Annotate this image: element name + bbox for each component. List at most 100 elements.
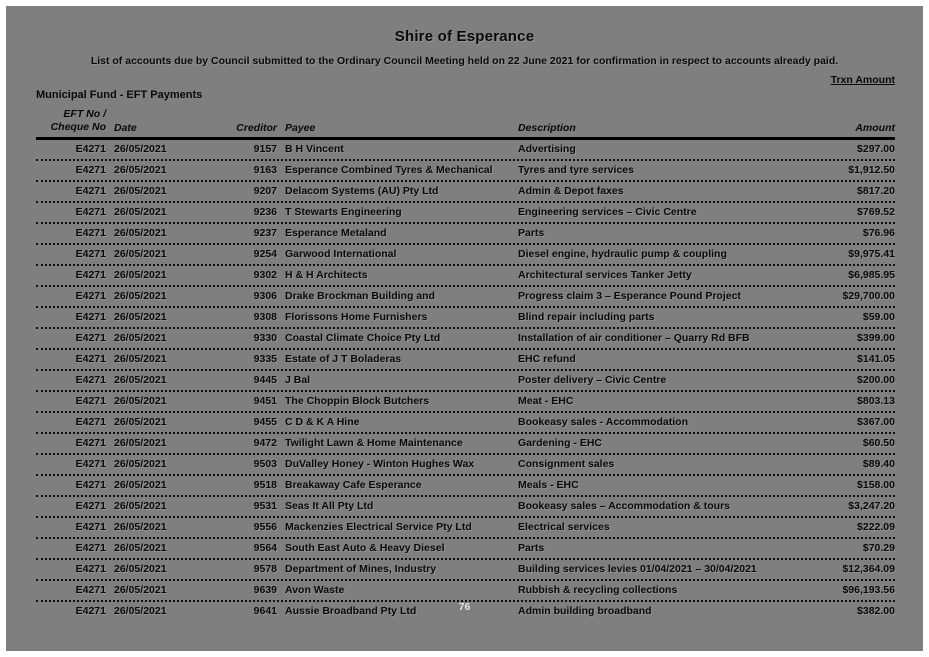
cell-payee: Avon Waste <box>285 584 345 597</box>
table-row: E4271 26/05/2021 9564 South East Auto & … <box>36 539 895 561</box>
cell-eft-no: E4271 <box>75 206 106 219</box>
cell-amount: $1,912.50 <box>848 164 895 177</box>
cell-creditor: 9503 <box>253 458 277 471</box>
cell-description: Poster delivery – Civic Centre <box>518 374 667 387</box>
cell-date: 26/05/2021 <box>114 227 167 240</box>
cell-creditor: 9564 <box>253 542 277 555</box>
trxn-amount-label: Trxn Amount <box>830 74 895 86</box>
column-header-creditor: Creditor <box>236 122 277 135</box>
cell-creditor: 9236 <box>253 206 277 219</box>
cell-date: 26/05/2021 <box>114 500 167 513</box>
cell-date: 26/05/2021 <box>114 458 167 471</box>
cell-eft-no: E4271 <box>75 479 106 492</box>
table-row: E4271 26/05/2021 9302 H & H Architects A… <box>36 266 895 288</box>
cell-description: Building services levies 01/04/2021 – 30… <box>518 563 757 576</box>
payments-table: EFT No / Cheque No Date Creditor Payee D… <box>36 108 895 621</box>
cell-amount: $89.40 <box>862 458 895 471</box>
cell-creditor: 9302 <box>253 269 277 282</box>
cell-date: 26/05/2021 <box>114 563 167 576</box>
cell-date: 26/05/2021 <box>114 605 167 618</box>
table-row: E4271 26/05/2021 9451 The Choppin Block … <box>36 392 895 414</box>
cell-description: Bookeasy sales - Accommodation <box>518 416 688 429</box>
cell-amount: $29,700.00 <box>842 290 895 303</box>
cell-eft-no: E4271 <box>75 416 106 429</box>
cell-description: EHC refund <box>518 353 576 366</box>
cell-creditor: 9556 <box>253 521 277 534</box>
cell-amount: $3,247.20 <box>848 500 895 513</box>
cell-eft-no: E4271 <box>75 605 106 618</box>
table-row: E4271 26/05/2021 9335 Estate of J T Bola… <box>36 350 895 372</box>
table-row: E4271 26/05/2021 9237 Esperance Metaland… <box>36 224 895 246</box>
cell-amount: $158.00 <box>857 479 895 492</box>
cell-date: 26/05/2021 <box>114 479 167 492</box>
cell-amount: $12,364.09 <box>842 563 895 576</box>
cell-description: Tyres and tyre services <box>518 164 634 177</box>
cell-date: 26/05/2021 <box>114 353 167 366</box>
cell-amount: $9,975.41 <box>848 248 895 261</box>
cell-eft-no: E4271 <box>75 143 106 156</box>
cell-description: Gardening - EHC <box>518 437 603 450</box>
table-row: E4271 26/05/2021 9639 Avon Waste Rubbish… <box>36 581 895 603</box>
cell-date: 26/05/2021 <box>114 290 167 303</box>
cell-date: 26/05/2021 <box>114 143 167 156</box>
cell-amount: $96,193.56 <box>842 584 895 597</box>
table-row: E4271 26/05/2021 9157 B H Vincent Advert… <box>36 140 895 162</box>
cell-description: Parts <box>518 227 545 240</box>
cell-description: Consignment sales <box>518 458 615 471</box>
cell-amount: $367.00 <box>857 416 895 429</box>
cell-creditor: 9237 <box>253 227 277 240</box>
cell-payee: B H Vincent <box>285 143 344 156</box>
cell-creditor: 9445 <box>253 374 277 387</box>
cell-payee: Breakaway Cafe Esperance <box>285 479 422 492</box>
cell-creditor: 9335 <box>253 353 277 366</box>
cell-date: 26/05/2021 <box>114 332 167 345</box>
cell-eft-no: E4271 <box>75 500 106 513</box>
cell-description: Parts <box>518 542 545 555</box>
cell-eft-no: E4271 <box>75 584 106 597</box>
table-row: E4271 26/05/2021 9641 Aussie Broadband P… <box>36 602 895 621</box>
cell-date: 26/05/2021 <box>114 437 167 450</box>
table-row: E4271 26/05/2021 9254 Garwood Internatio… <box>36 245 895 267</box>
cell-eft-no: E4271 <box>75 269 106 282</box>
cell-creditor: 9639 <box>253 584 277 597</box>
cell-creditor: 9531 <box>253 500 277 513</box>
cell-creditor: 9451 <box>253 395 277 408</box>
cell-description: Admin building broadband <box>518 605 652 618</box>
page-title: Shire of Esperance <box>394 28 535 45</box>
table-row: E4271 26/05/2021 9556 Mackenzies Electri… <box>36 518 895 540</box>
cell-payee: Mackenzies Electrical Service Pty Ltd <box>285 521 472 534</box>
cell-eft-no: E4271 <box>75 164 106 177</box>
cell-amount: $222.09 <box>857 521 895 534</box>
cell-description: Diesel engine, hydraulic pump & coupling <box>518 248 727 261</box>
cell-amount: $70.29 <box>862 542 895 555</box>
column-header-date: Date <box>114 122 137 135</box>
cell-amount: $60.50 <box>862 437 895 450</box>
cell-amount: $200.00 <box>857 374 895 387</box>
cell-creditor: 9157 <box>253 143 277 156</box>
cell-amount: $769.52 <box>857 206 895 219</box>
cell-description: Electrical services <box>518 521 610 534</box>
cell-creditor: 9308 <box>253 311 277 324</box>
table-row: E4271 26/05/2021 9308 Florissons Home Fu… <box>36 308 895 330</box>
cell-creditor: 9641 <box>253 605 277 618</box>
table-header-row: EFT No / Cheque No Date Creditor Payee D… <box>36 108 895 141</box>
cell-eft-no: E4271 <box>75 311 106 324</box>
cell-payee: Department of Mines, Industry <box>285 563 437 576</box>
table-row: E4271 26/05/2021 9330 Coastal Climate Ch… <box>36 329 895 351</box>
table-row: E4271 26/05/2021 9472 Twilight Lawn & Ho… <box>36 434 895 456</box>
cell-payee: Garwood International <box>285 248 397 261</box>
cell-date: 26/05/2021 <box>114 206 167 219</box>
cell-eft-no: E4271 <box>75 542 106 555</box>
section-heading: Municipal Fund - EFT Payments <box>36 89 203 101</box>
table-row: E4271 26/05/2021 9207 Delacom Systems (A… <box>36 182 895 204</box>
cell-description: Admin & Depot faxes <box>518 185 624 198</box>
document-page: Shire of Esperance List of accounts due … <box>6 6 923 651</box>
table-row: E4271 26/05/2021 9503 DuValley Honey - W… <box>36 455 895 477</box>
cell-payee: South East Auto & Heavy Diesel <box>285 542 445 555</box>
cell-creditor: 9306 <box>253 290 277 303</box>
cell-payee: Estate of J T Boladeras <box>285 353 402 366</box>
cell-creditor: 9455 <box>253 416 277 429</box>
cell-date: 26/05/2021 <box>114 374 167 387</box>
cell-creditor: 9472 <box>253 437 277 450</box>
cell-eft-no: E4271 <box>75 521 106 534</box>
